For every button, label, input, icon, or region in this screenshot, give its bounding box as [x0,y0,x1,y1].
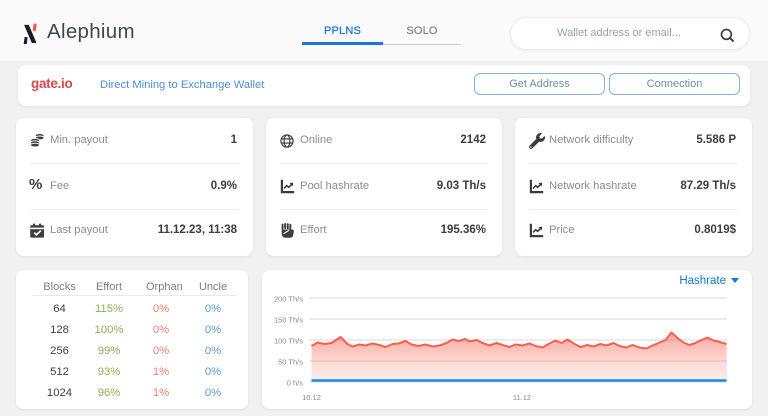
svg-text:50 Th/s: 50 Th/s [278,358,303,367]
svg-text:100 Th/s: 100 Th/s [274,337,303,346]
svg-text:10.12: 10.12 [302,393,321,402]
svg-text:11.12: 11.12 [513,393,531,402]
svg-text:200 Th/s: 200 Th/s [274,295,303,304]
svg-text:150 Th/s: 150 Th/s [274,316,303,325]
svg-text:0 h/s: 0 h/s [287,379,304,388]
